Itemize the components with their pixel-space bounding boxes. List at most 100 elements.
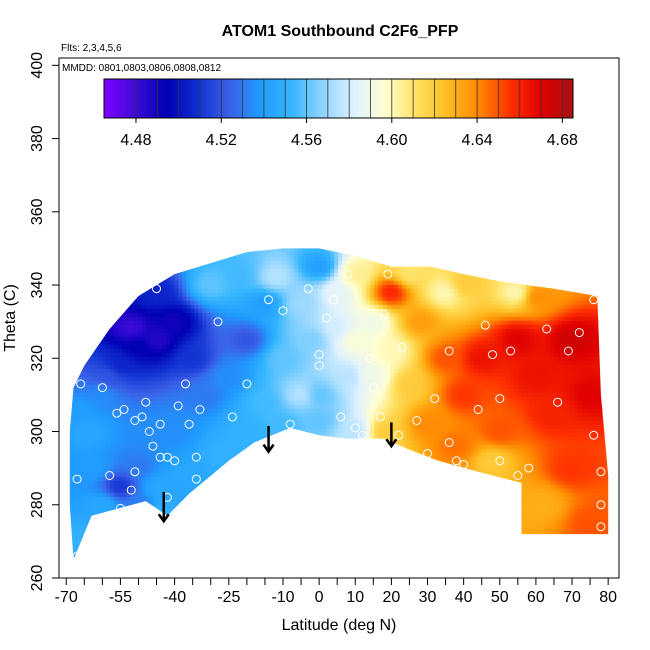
field-cell <box>130 268 135 274</box>
field-cell <box>174 316 179 322</box>
field-cell <box>378 260 383 266</box>
field-cell <box>514 288 519 294</box>
field-cell <box>238 376 243 382</box>
field-cell <box>218 360 223 366</box>
field-cell <box>534 340 539 346</box>
field-cell <box>550 268 555 274</box>
field-cell <box>526 324 531 330</box>
field-cell <box>474 256 479 262</box>
field-cell <box>250 248 255 254</box>
field-cell <box>522 276 527 282</box>
field-cell <box>230 296 235 302</box>
field-cell <box>82 340 87 346</box>
field-cell <box>602 328 607 334</box>
field-cell <box>190 380 195 386</box>
field-cell <box>526 292 531 298</box>
field-cell <box>550 356 555 362</box>
field-cell <box>290 372 295 378</box>
field-cell <box>190 316 195 322</box>
field-cell <box>366 368 371 374</box>
field-cell <box>78 256 83 262</box>
field-cell <box>122 376 127 382</box>
field-cell <box>358 376 363 382</box>
field-cell <box>298 368 303 374</box>
field-cell <box>94 292 99 298</box>
field-cell <box>522 284 527 290</box>
field-cell <box>466 284 471 290</box>
field-cell <box>166 248 171 250</box>
field-cell <box>598 352 603 358</box>
field-cell <box>278 360 283 366</box>
field-cell <box>130 272 135 278</box>
field-cell <box>134 364 139 370</box>
field-cell <box>374 328 379 334</box>
field-cell <box>226 304 231 310</box>
field-cell <box>418 296 423 302</box>
field-cell <box>366 292 371 298</box>
field-cell <box>178 316 183 322</box>
field-cell <box>166 252 171 258</box>
field-cell <box>134 388 139 394</box>
field-cell <box>518 348 523 354</box>
field-cell <box>290 300 295 306</box>
field-cell <box>522 356 527 362</box>
field-cell <box>594 360 599 366</box>
field-cell <box>594 248 599 254</box>
field-cell <box>69 288 71 294</box>
field-cell <box>178 320 183 326</box>
field-cell <box>98 380 103 386</box>
field-cell <box>382 372 387 378</box>
field-cell <box>118 316 123 322</box>
field-cell <box>550 256 555 262</box>
field-cell <box>122 312 127 318</box>
field-cell <box>362 312 367 318</box>
field-cell <box>114 328 119 334</box>
field-cell <box>390 360 395 366</box>
field-cell <box>78 376 83 382</box>
field-cell <box>586 268 591 274</box>
field-cell <box>478 296 483 302</box>
field-cell <box>502 320 507 326</box>
field-cell <box>426 332 431 338</box>
field-cell <box>498 308 503 314</box>
field-cell <box>82 284 87 290</box>
field-cell <box>290 348 295 354</box>
field-cell <box>538 364 543 370</box>
field-cell <box>358 276 363 282</box>
field-cell <box>130 276 135 282</box>
field-cell <box>110 328 115 334</box>
field-cell <box>582 348 587 354</box>
field-cell <box>538 248 543 254</box>
field-cell <box>286 384 291 390</box>
field-cell <box>330 300 335 306</box>
field-cell <box>358 340 363 346</box>
field-cell <box>570 272 575 278</box>
field-cell <box>86 348 91 354</box>
field-cell <box>414 252 419 258</box>
field-cell <box>198 380 203 386</box>
field-cell <box>326 328 331 334</box>
field-cell <box>386 364 391 370</box>
field-cell <box>150 356 155 362</box>
field-cell <box>178 264 183 270</box>
field-cell <box>234 296 239 302</box>
field-cell <box>250 340 255 346</box>
field-cell <box>570 252 575 258</box>
field-cell <box>486 356 491 362</box>
field-cell <box>178 332 183 338</box>
field-cell <box>154 264 159 270</box>
field-cell <box>274 364 279 370</box>
field-cell <box>354 276 359 282</box>
field-cell <box>318 308 323 314</box>
field-cell <box>562 308 567 314</box>
field-cell <box>146 276 151 282</box>
field-cell <box>126 300 131 306</box>
field-cell <box>546 284 551 290</box>
field-cell <box>462 324 467 330</box>
field-cell <box>446 296 451 302</box>
field-cell <box>594 248 599 250</box>
field-cell <box>522 368 527 374</box>
field-cell <box>554 272 559 278</box>
field-cell <box>414 364 419 370</box>
field-cell <box>226 252 231 258</box>
